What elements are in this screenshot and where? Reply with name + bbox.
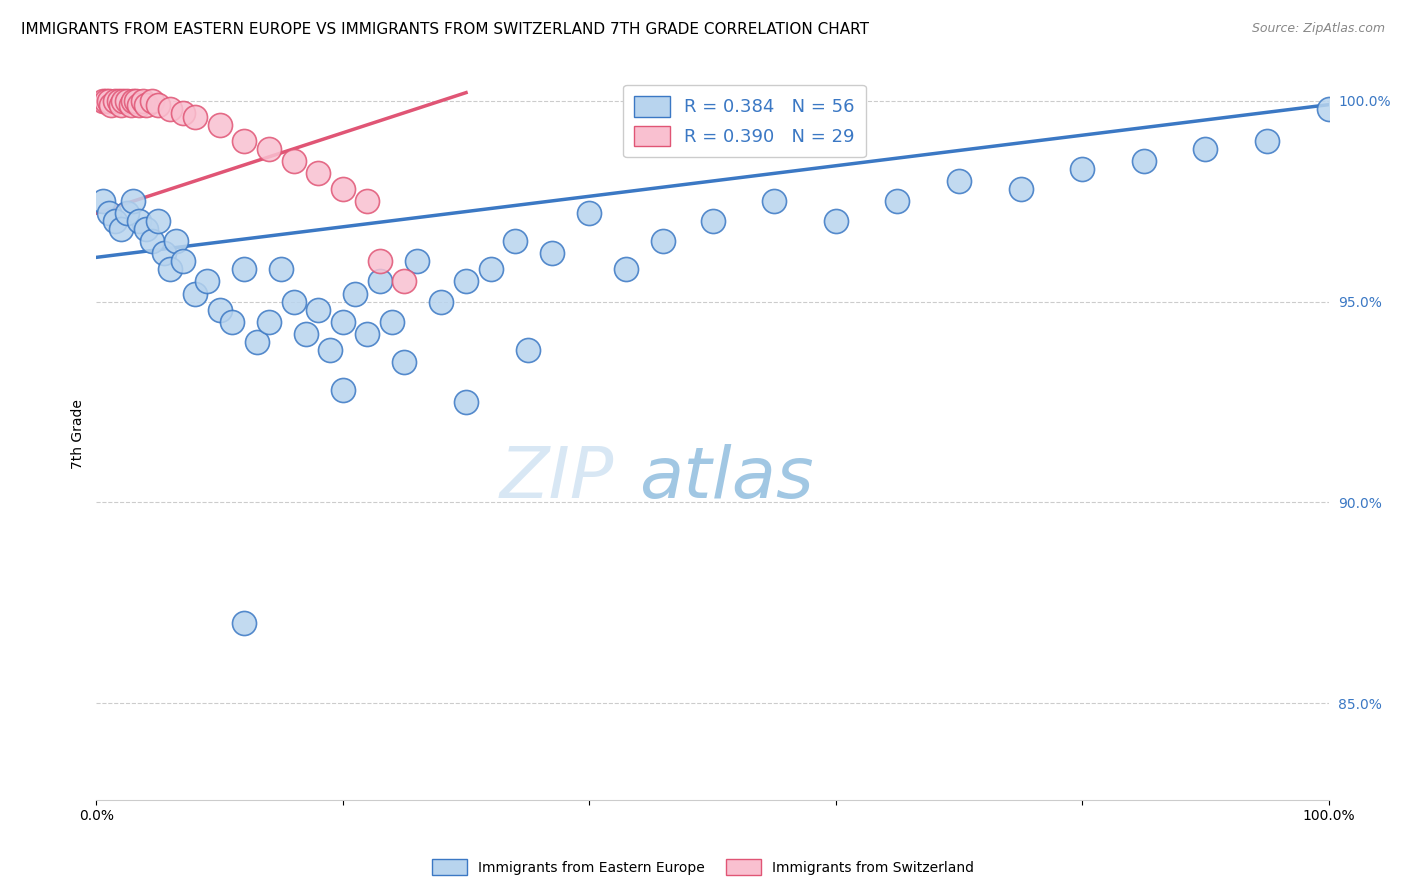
Point (652, 234, 675, 248)
Point (159, 102, 181, 116)
Point (184, 286, 207, 301)
Point (112, 94, 135, 108)
Point (257, 142, 280, 156)
Point (128, 97, 150, 112)
Point (295, 326, 318, 341)
Point (948, 174, 970, 188)
Point (479, 262, 502, 277)
Point (96, 94, 118, 108)
Point (381, 315, 404, 329)
Point (141, 94, 163, 108)
Point (541, 246, 564, 260)
Point (1256, 134, 1278, 148)
Text: IMMIGRANTS FROM EASTERN EUROPE VS IMMIGRANTS FROM SWITZERLAND 7TH GRADE CORRELAT: IMMIGRANTS FROM EASTERN EUROPE VS IMMIGR… (21, 22, 869, 37)
Point (184, 110, 207, 124)
Point (172, 105, 194, 120)
Point (307, 166, 329, 180)
Point (97, 94, 120, 108)
Point (824, 214, 846, 228)
Point (107, 94, 129, 108)
Point (257, 315, 280, 329)
Point (233, 615, 256, 630)
Point (208, 118, 231, 132)
Point (332, 315, 354, 329)
Point (1317, 102, 1340, 116)
Point (100, 97, 122, 112)
Point (122, 194, 145, 208)
Point (110, 97, 132, 112)
Point (165, 234, 187, 248)
Point (578, 206, 600, 220)
Point (122, 94, 145, 108)
Point (245, 334, 267, 349)
Point (614, 262, 637, 277)
Point (1194, 142, 1216, 156)
Point (454, 395, 477, 409)
Point (283, 294, 305, 309)
Point (135, 222, 157, 236)
Point (1071, 161, 1094, 176)
Text: atlas: atlas (638, 443, 813, 513)
Point (344, 286, 367, 301)
Point (221, 315, 243, 329)
Legend: R = 0.384   N = 56, R = 0.390   N = 29: R = 0.384 N = 56, R = 0.390 N = 29 (623, 85, 866, 157)
Point (307, 302, 329, 317)
Point (146, 214, 169, 228)
Point (356, 194, 378, 208)
Point (394, 355, 416, 369)
Legend: Immigrants from Eastern Europe, Immigrants from Switzerland: Immigrants from Eastern Europe, Immigran… (427, 854, 979, 880)
Point (1010, 182, 1032, 196)
Y-axis label: 7th Grade: 7th Grade (72, 400, 86, 469)
Point (125, 94, 148, 108)
Point (208, 302, 231, 317)
Point (516, 343, 538, 357)
Point (172, 254, 194, 268)
Point (394, 275, 416, 289)
Point (233, 134, 256, 148)
Point (332, 383, 354, 397)
Point (91, 94, 114, 108)
Point (159, 262, 181, 277)
Point (368, 275, 391, 289)
Point (283, 153, 305, 168)
Point (319, 343, 342, 357)
Point (195, 275, 218, 289)
Point (132, 94, 155, 108)
Point (91, 194, 114, 208)
Point (233, 262, 256, 277)
Point (430, 294, 453, 309)
Point (332, 182, 354, 196)
Point (110, 222, 132, 236)
Point (405, 254, 427, 268)
Point (886, 194, 908, 208)
Point (763, 194, 786, 208)
Point (120, 97, 142, 112)
Point (270, 262, 292, 277)
Point (356, 326, 378, 341)
Point (135, 97, 157, 112)
Point (104, 94, 127, 108)
Point (115, 206, 138, 220)
Point (146, 97, 169, 112)
Point (115, 94, 138, 108)
Point (97, 206, 120, 220)
Point (1133, 153, 1156, 168)
Point (368, 254, 391, 268)
Point (702, 214, 724, 228)
Point (153, 246, 176, 260)
Point (505, 234, 527, 248)
Point (128, 214, 150, 228)
Point (454, 275, 477, 289)
Point (104, 214, 127, 228)
Text: Source: ZipAtlas.com: Source: ZipAtlas.com (1251, 22, 1385, 36)
Text: ZIP: ZIP (499, 443, 614, 513)
Point (141, 234, 163, 248)
